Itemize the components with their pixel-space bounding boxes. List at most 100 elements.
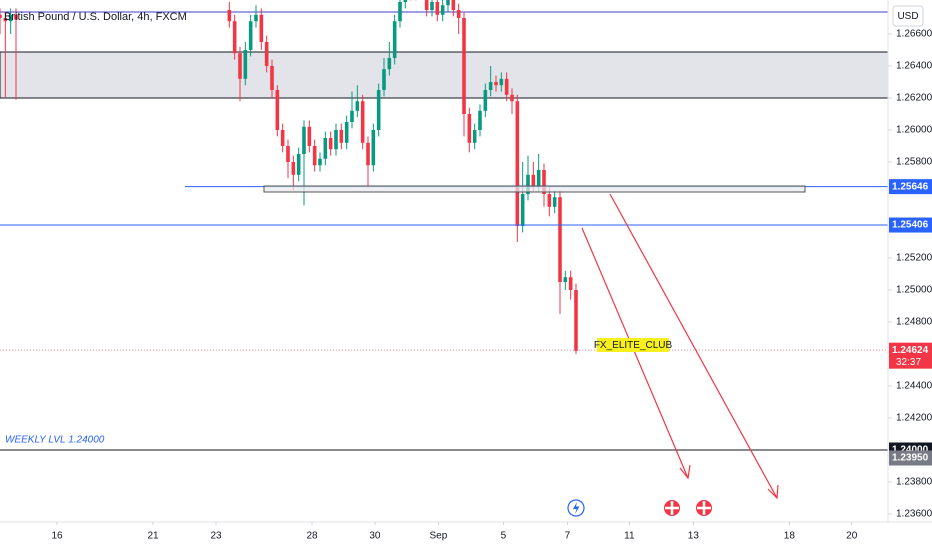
currency: USD <box>897 11 918 22</box>
candle-body <box>435 1 440 15</box>
price-label: 1.23950 <box>892 453 929 464</box>
candle-body <box>291 162 296 175</box>
y-tick-label: 1.24400 <box>896 381 932 392</box>
candle-body <box>472 130 477 143</box>
candle-body <box>280 130 285 146</box>
candle-body <box>8 14 13 22</box>
price-label: 1.24624 <box>892 345 929 356</box>
candle-body <box>478 110 482 130</box>
y-tick-label: 1.26400 <box>896 61 932 72</box>
event-icon-glyph <box>665 501 679 515</box>
candle-body <box>318 158 322 166</box>
candle-body <box>259 14 264 43</box>
plot <box>0 0 888 451</box>
x-tick-label: 7 <box>565 531 571 542</box>
y-tick-label: 1.25200 <box>896 253 932 264</box>
event-icon-glyph <box>697 501 711 515</box>
candle-body <box>0 14 2 18</box>
candle-body <box>462 18 466 114</box>
y-tick-label: 1.25800 <box>896 157 932 168</box>
candle-body <box>547 194 552 207</box>
candle-body <box>232 21 237 54</box>
candle-body <box>488 82 493 90</box>
x-tick-label: 28 <box>306 531 318 542</box>
annotation: FX_ELITE_CLUB <box>594 340 673 351</box>
candle-body <box>334 130 338 150</box>
candle-body <box>467 114 472 143</box>
candle-body <box>456 10 461 18</box>
candle-body <box>14 14 18 20</box>
candle-body <box>270 66 274 90</box>
price-label-box <box>889 217 932 233</box>
candle-body <box>398 1 402 22</box>
annotation: WEEKLY LVL 1.24000 <box>5 435 105 446</box>
arrow-head <box>679 464 691 480</box>
candle-body <box>302 126 306 154</box>
zone <box>0 51 889 99</box>
candle-body <box>440 5 445 15</box>
candle-body <box>552 197 557 207</box>
candle-body <box>430 1 434 10</box>
candle-body <box>371 130 376 166</box>
candle-body <box>510 94 514 102</box>
candle-body <box>451 0 456 10</box>
candle-body <box>494 82 498 86</box>
y-tick-label: 1.25000 <box>896 285 932 296</box>
arrow <box>581 227 689 479</box>
currency-box[interactable] <box>892 5 924 27</box>
axes: 1.26600 1.26400 1.26200 1.26000 1.25800 1.252… <box>52 29 932 542</box>
candle-body <box>424 0 429 10</box>
price-label-box <box>889 450 932 466</box>
chart-title: British Pound / U.S. Dollar, 4h, FXCM <box>4 11 187 23</box>
candle-body <box>248 21 253 50</box>
candle-body <box>339 130 344 143</box>
x-tick-label: 30 <box>369 531 381 542</box>
candle-body <box>243 50 248 79</box>
y-tick-label: 1.23800 <box>896 477 932 488</box>
candle-body <box>286 146 290 162</box>
y-tick-label: 1.26000 <box>896 125 932 136</box>
candle-body <box>542 170 546 194</box>
candle-body <box>307 126 312 146</box>
x-tick-label: 20 <box>846 531 858 542</box>
candle-body <box>387 58 392 70</box>
candle-body <box>328 138 333 150</box>
candle-body <box>360 101 365 143</box>
x-tick-label: 18 <box>784 531 796 542</box>
candle-body <box>275 90 280 130</box>
candle-body <box>568 277 573 290</box>
price-label-box <box>889 342 932 369</box>
candle-body <box>392 21 397 58</box>
candle-body <box>376 90 381 130</box>
countdown: 32:37 <box>896 357 921 368</box>
candle-body <box>536 170 541 186</box>
candle-body <box>227 10 232 22</box>
x-tick-label: Sep <box>430 531 448 542</box>
x-tick-label: 5 <box>501 531 507 542</box>
y-tick-label: 1.24200 <box>896 413 932 424</box>
price-label: 1.25406 <box>892 220 929 231</box>
candle-body <box>355 101 360 111</box>
arrow <box>609 193 778 499</box>
y-tick-label: 1.24800 <box>896 317 932 328</box>
candle-body <box>563 277 568 282</box>
zone <box>263 185 806 193</box>
candle-body <box>531 174 536 186</box>
candle-body <box>254 14 258 22</box>
candle-body <box>504 78 509 95</box>
candle-body <box>312 146 317 166</box>
x-tick-label: 11 <box>624 531 635 542</box>
candle-body <box>483 90 488 111</box>
candle-body <box>499 78 504 86</box>
event-icon-glyph <box>573 502 580 514</box>
y-tick-label: 1.23600 <box>896 509 932 520</box>
candle-body <box>515 101 520 226</box>
candle-body <box>520 194 525 226</box>
candle-body <box>3 18 8 22</box>
x-tick-label: 21 <box>148 531 160 542</box>
candle-body <box>323 138 328 159</box>
candle-body <box>403 0 408 2</box>
arrow-head <box>767 484 779 500</box>
